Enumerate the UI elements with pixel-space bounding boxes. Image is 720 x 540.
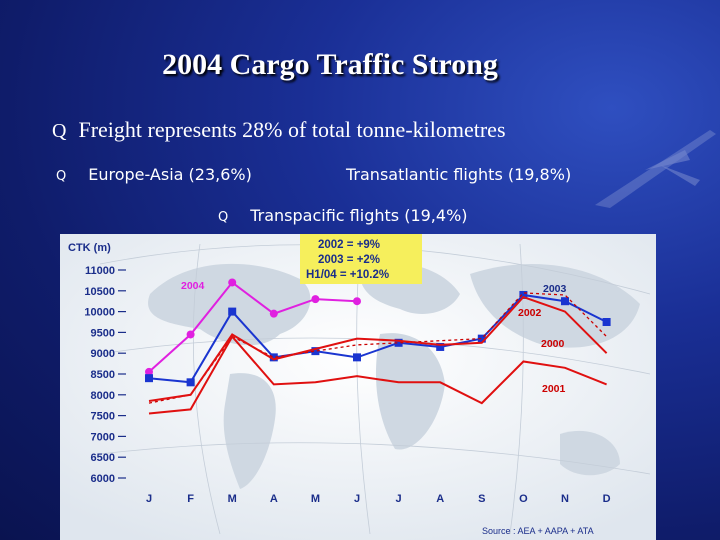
y-axis-label: CTK (m) — [68, 242, 111, 254]
series-2004-line — [148, 281, 358, 373]
x-tick-label: J — [354, 493, 360, 505]
x-tick-label: F — [187, 493, 194, 505]
series-2003-point — [561, 297, 569, 306]
x-tick-label: A — [270, 493, 278, 505]
y-tick-label: 10000 — [84, 307, 115, 319]
x-tick-label: S — [478, 493, 485, 505]
bullet-plane-icon: Q — [52, 120, 67, 142]
bullet-plane-icon: Q — [56, 169, 67, 184]
bullet-sub-text: Europe-Asia (23,6%) — [88, 165, 252, 184]
series-label-2002: 2002 — [518, 307, 542, 319]
series-2003-point — [186, 378, 195, 387]
y-tick-label: 11000 — [85, 265, 115, 277]
y-tick-label: 7000 — [91, 431, 115, 443]
x-tick-label: N — [561, 493, 569, 505]
series-2003-point — [602, 318, 611, 326]
x-tick-label: M — [311, 493, 320, 505]
y-tick-label: 7500 — [91, 411, 115, 423]
series-2004-point — [228, 278, 237, 287]
y-tick-label: 9000 — [91, 348, 115, 360]
x-tick-label: M — [228, 493, 237, 505]
series-label-2001: 2001 — [542, 383, 566, 395]
series-2001-line — [148, 334, 607, 415]
series-group — [145, 278, 611, 415]
series-2004-point — [269, 309, 278, 318]
y-tick-label: 10500 — [84, 286, 115, 298]
bullet-main: Q Freight represents 28% of total tonne-k… — [52, 117, 506, 143]
annotation-line-3: H1/04 = +10.2% — [306, 269, 389, 281]
line-chart: CTK (m) 11000 10500 10000 9500 9000 8500 8000 7… — [60, 234, 656, 540]
series-2003-point — [394, 338, 403, 347]
series-2003-point — [477, 334, 486, 343]
x-tick-label: A — [436, 493, 444, 505]
series-label-2004: 2004 — [181, 280, 205, 292]
y-tick-label: 9500 — [91, 327, 115, 339]
bullet-sub-transpacific: Q Transpacific flights (19,4%) — [218, 206, 468, 225]
slide-title: 2004 Cargo Traffic Strong — [162, 48, 498, 81]
y-tick-label: 8000 — [91, 390, 115, 402]
y-axis: 11000 10500 10000 9500 9000 8500 8000 7500 7000 6… — [84, 265, 126, 485]
series-2003-point — [145, 374, 153, 383]
source-note: Source : AEA + AAPA + ATA — [482, 526, 594, 536]
bullet-plane-icon: Q — [218, 210, 229, 225]
bullet-sub-text: Transpacific flights (19,4%) — [250, 206, 468, 225]
y-tick-label: 6000 — [91, 473, 115, 485]
series-2004-point — [311, 295, 320, 304]
x-tick-label: J — [146, 493, 152, 505]
series-2004-point — [186, 330, 195, 339]
series-2004-point — [353, 297, 361, 306]
annotation-line-1: 2002 = +9% — [318, 239, 380, 251]
bullet-sub-text: Transatlantic flights (19,8%) — [346, 165, 572, 184]
bullet-main-text: Freight represents 28% of total tonne-ki… — [78, 117, 506, 142]
growth-annotation-box: 2002 = +9% 2003 = +2% H1/04 = +10.2% — [300, 234, 422, 284]
y-tick-label: 8500 — [91, 369, 115, 381]
series-2000-line — [148, 295, 608, 402]
x-tick-label: J — [396, 493, 402, 505]
series-2003-point — [311, 347, 320, 356]
series-2004-point — [145, 367, 153, 376]
annotation-line-2: 2003 = +2% — [318, 254, 380, 266]
series-label-2000: 2000 — [541, 338, 565, 350]
series-2003-point — [228, 307, 237, 316]
y-tick-label: 6500 — [91, 452, 115, 464]
series-2003-point — [353, 353, 361, 362]
series-2003-line — [148, 293, 608, 384]
airplane-icon — [595, 130, 716, 208]
chart-panel: CTK (m) 11000 10500 10000 9500 9000 8500 8000 7… — [60, 234, 656, 540]
series-label-2003: 2003 — [543, 283, 567, 295]
x-tick-label: D — [603, 493, 611, 505]
series-2003-point — [436, 342, 445, 351]
bullet-sub-transatlantic: Transatlantic flights (19,8%) — [346, 165, 571, 184]
bullet-sub-europe-asia: Q Europe-Asia (23,6%) — [56, 165, 252, 184]
series-2003-point — [269, 353, 278, 362]
series-2003-point — [519, 290, 528, 299]
x-tick-label: O — [519, 493, 528, 505]
